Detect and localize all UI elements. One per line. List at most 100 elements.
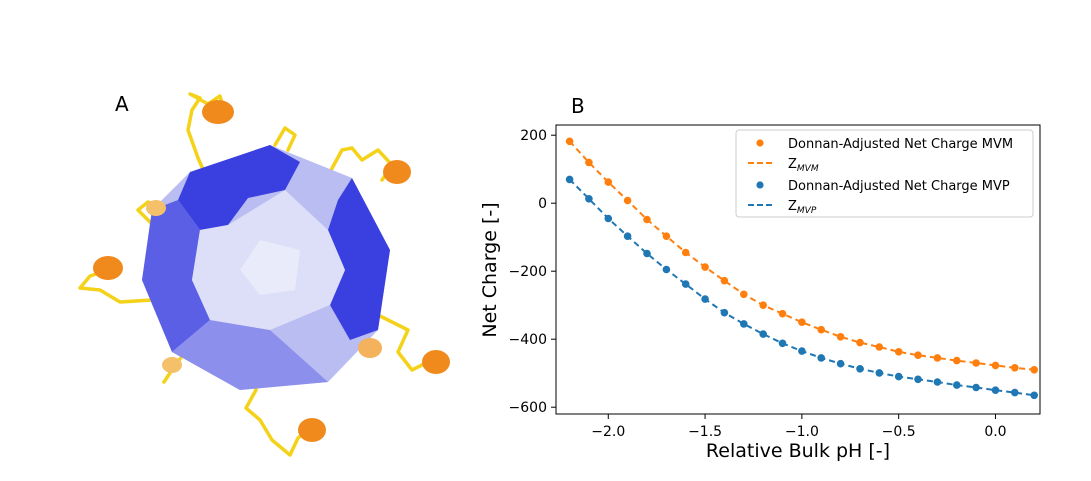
fused-proteins (93, 100, 450, 442)
data-point-series-2-14 (836, 359, 845, 368)
data-point-series-0-1 (585, 158, 593, 167)
y-tick-label: −400 (509, 332, 547, 348)
x-tick-label: −0.5 (882, 424, 916, 440)
capsid-mid-region-bottom (172, 320, 328, 390)
data-point-series-2-20 (953, 381, 961, 389)
data-point-series-0-21 (972, 359, 980, 367)
capsid (142, 145, 390, 390)
data-point-series-2-9 (740, 320, 748, 328)
data-point-series-0-6 (681, 248, 690, 257)
data-point-series-2-2 (604, 214, 613, 223)
x-axis-label: Relative Bulk pH [-] (706, 440, 890, 462)
data-point-series-2-4 (643, 249, 651, 258)
protein-left (93, 256, 123, 280)
data-point-series-0-16 (875, 343, 884, 351)
x-axis-ticks: −2.0 −1.5 −1.0 −0.5 0.0 (591, 414, 1007, 440)
data-point-series-0-23 (1011, 364, 1019, 372)
protein-right (422, 350, 450, 374)
data-point-series-0-0 (565, 137, 574, 146)
data-point-series-0-22 (991, 361, 1000, 370)
data-point-series-2-7 (701, 295, 709, 303)
data-point-series-0-9 (740, 290, 748, 299)
legend-marker-mvm-points (756, 139, 764, 147)
chart-svg: −2.0 −1.5 −1.0 −0.5 0.0 200 0 −200 −400 −600 Rel… (479, 124, 1041, 462)
data-point-series-2-19 (933, 378, 942, 386)
data-point-series-2-22 (991, 386, 1000, 395)
data-point-series-0-14 (836, 333, 845, 341)
data-point-series-0-20 (953, 356, 961, 365)
legend: Donnan-Adjusted Net Charge MVM ZMVM Donn… (735, 129, 1034, 218)
x-tick-label: 0.0 (984, 424, 1006, 440)
data-point-series-2-8 (720, 308, 729, 317)
data-point-series-2-6 (681, 280, 690, 288)
data-point-series-2-1 (585, 195, 593, 203)
data-point-series-2-12 (798, 347, 806, 355)
y-tick-label: 0 (538, 196, 547, 212)
legend-label-mvp-line-sub: MVP (797, 206, 817, 216)
data-point-series-2-5 (662, 265, 671, 274)
data-point-series-0-15 (856, 338, 864, 347)
capsid-pale-patch (240, 240, 300, 295)
data-point-series-2-18 (914, 375, 922, 384)
data-point-series-2-13 (817, 354, 825, 362)
data-point-series-0-13 (817, 325, 825, 334)
protein-lower-left-faded (162, 357, 182, 373)
y-tick-label: −600 (509, 400, 547, 416)
y-tick-label: 200 (520, 128, 547, 144)
data-point-series-2-0 (565, 175, 574, 184)
plot-marks (565, 137, 1038, 400)
x-tick-label: −1.5 (688, 424, 722, 440)
y-tick-label: −200 (509, 264, 547, 280)
panel-a-label: A (115, 92, 129, 116)
data-point-series-0-8 (720, 276, 729, 285)
data-point-series-2-23 (1011, 388, 1019, 397)
data-point-series-0-12 (798, 318, 806, 326)
tether-top-small (273, 126, 297, 152)
x-tick-label: −1.0 (785, 424, 819, 440)
protein-top (202, 100, 234, 124)
data-point-series-0-18 (914, 351, 922, 359)
data-point-series-2-15 (856, 365, 864, 373)
data-point-series-0-24 (1030, 366, 1038, 374)
legend-marker-mvp-points (756, 181, 764, 189)
data-point-series-0-7 (701, 263, 709, 271)
data-point-series-0-4 (643, 215, 651, 224)
protein-top-right (383, 160, 411, 184)
capsid-dark-region-top (178, 145, 300, 230)
legend-box (735, 129, 1034, 218)
data-point-series-0-11 (778, 309, 787, 318)
legend-label-mvp-line-main: Z (788, 199, 797, 214)
x-tick-label: −2.0 (591, 424, 625, 440)
legend-label-mvm-points: Donnan-Adjusted Net Charge MVM (788, 137, 1013, 152)
protein-upper-left-faded (146, 200, 166, 216)
panel-b-label: B (571, 94, 585, 118)
data-point-series-0-10 (759, 301, 767, 309)
legend-label-mvm-line: ZMVM (788, 157, 819, 174)
data-point-series-2-21 (972, 383, 980, 392)
virus-capsid-rendering (60, 90, 460, 470)
y-axis-label: Net Charge [-] (479, 202, 501, 337)
data-point-series-0-17 (894, 348, 903, 356)
legend-label-mvp-line: ZMVP (788, 199, 817, 216)
data-point-series-2-10 (759, 330, 767, 338)
data-point-series-0-5 (662, 232, 671, 240)
y-axis-ticks: 200 0 −200 −400 −600 (509, 128, 556, 416)
plot-frame (555, 124, 1041, 415)
capsid-mid-region-left (142, 200, 210, 352)
protein-bottom (298, 418, 326, 442)
capsid-dark-region-right (328, 178, 390, 340)
virus-illustration (78, 92, 450, 457)
net-charge-chart: −2.0 −1.5 −1.0 −0.5 0.0 200 0 −200 −400 −600 Rel… (470, 110, 1070, 470)
data-point-series-0-19 (933, 354, 942, 362)
data-point-series-2-3 (623, 232, 632, 240)
data-point-series-2-16 (875, 369, 884, 377)
tether-bottom (244, 353, 310, 457)
data-point-series-2-17 (894, 372, 903, 381)
tether-top (186, 92, 226, 187)
data-point-series-0-2 (604, 178, 613, 186)
legend-label-mvm-line-main: Z (788, 157, 797, 172)
legend-label-mvp-points: Donnan-Adjusted Net Charge MVP (788, 179, 1010, 194)
data-point-series-0-3 (623, 196, 632, 205)
data-point-series-2-11 (778, 339, 787, 348)
data-point-series-2-24 (1030, 391, 1038, 400)
